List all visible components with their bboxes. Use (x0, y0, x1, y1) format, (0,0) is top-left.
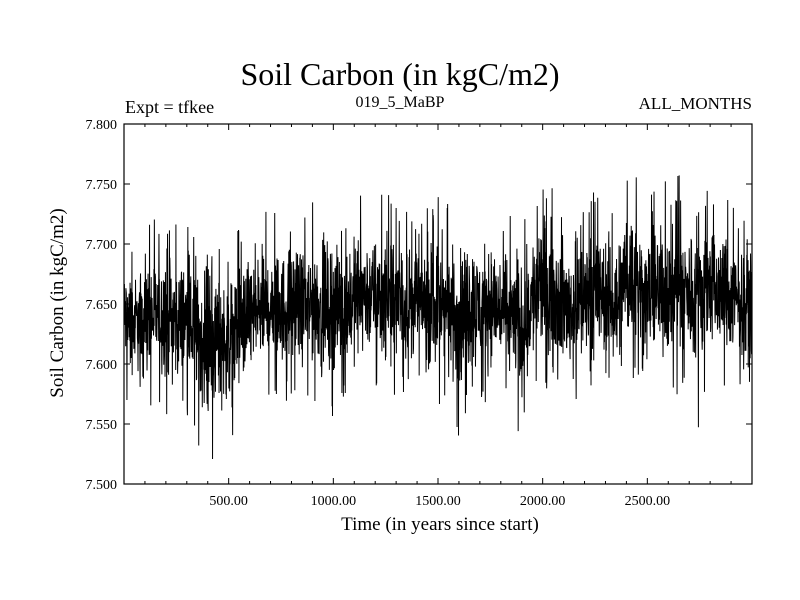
x-tick-label: 1000.00 (311, 494, 357, 509)
y-tick-label: 7.650 (86, 298, 118, 313)
x-tick-label: 2000.00 (520, 494, 566, 509)
x-tick-label: 1500.00 (415, 494, 461, 509)
x-axis-label: Time (in years since start) (341, 514, 539, 535)
chart-subtitle: 019_5_MaBP (355, 94, 445, 111)
x-tick-label: 2500.00 (625, 494, 671, 509)
series-layer (123, 175, 753, 460)
expt-label: Expt = tfkee (125, 97, 215, 117)
y-tick-label: 7.800 (86, 118, 118, 133)
y-tick-label: 7.550 (86, 418, 118, 433)
y-axis: 7.500 7.550 7.600 7.650 7.700 7.750 7.800 (86, 118, 752, 493)
months-label: ALL_MONTHS (638, 94, 752, 113)
x-tick-label: 500.00 (209, 494, 248, 509)
y-tick-label: 7.750 (86, 178, 118, 193)
y-tick-label: 7.500 (86, 478, 118, 493)
x-axis: 500.00 1000.00 1500.00 2000.00 2500.00 (144, 124, 732, 509)
y-tick-label: 7.600 (86, 358, 118, 373)
series-line-0 (123, 175, 753, 460)
y-axis-label: Soil Carbon (in kgC/m2) (47, 208, 68, 397)
y-tick-label: 7.700 (86, 238, 118, 253)
chart-title: Soil Carbon (in kgC/m2) (240, 56, 560, 92)
